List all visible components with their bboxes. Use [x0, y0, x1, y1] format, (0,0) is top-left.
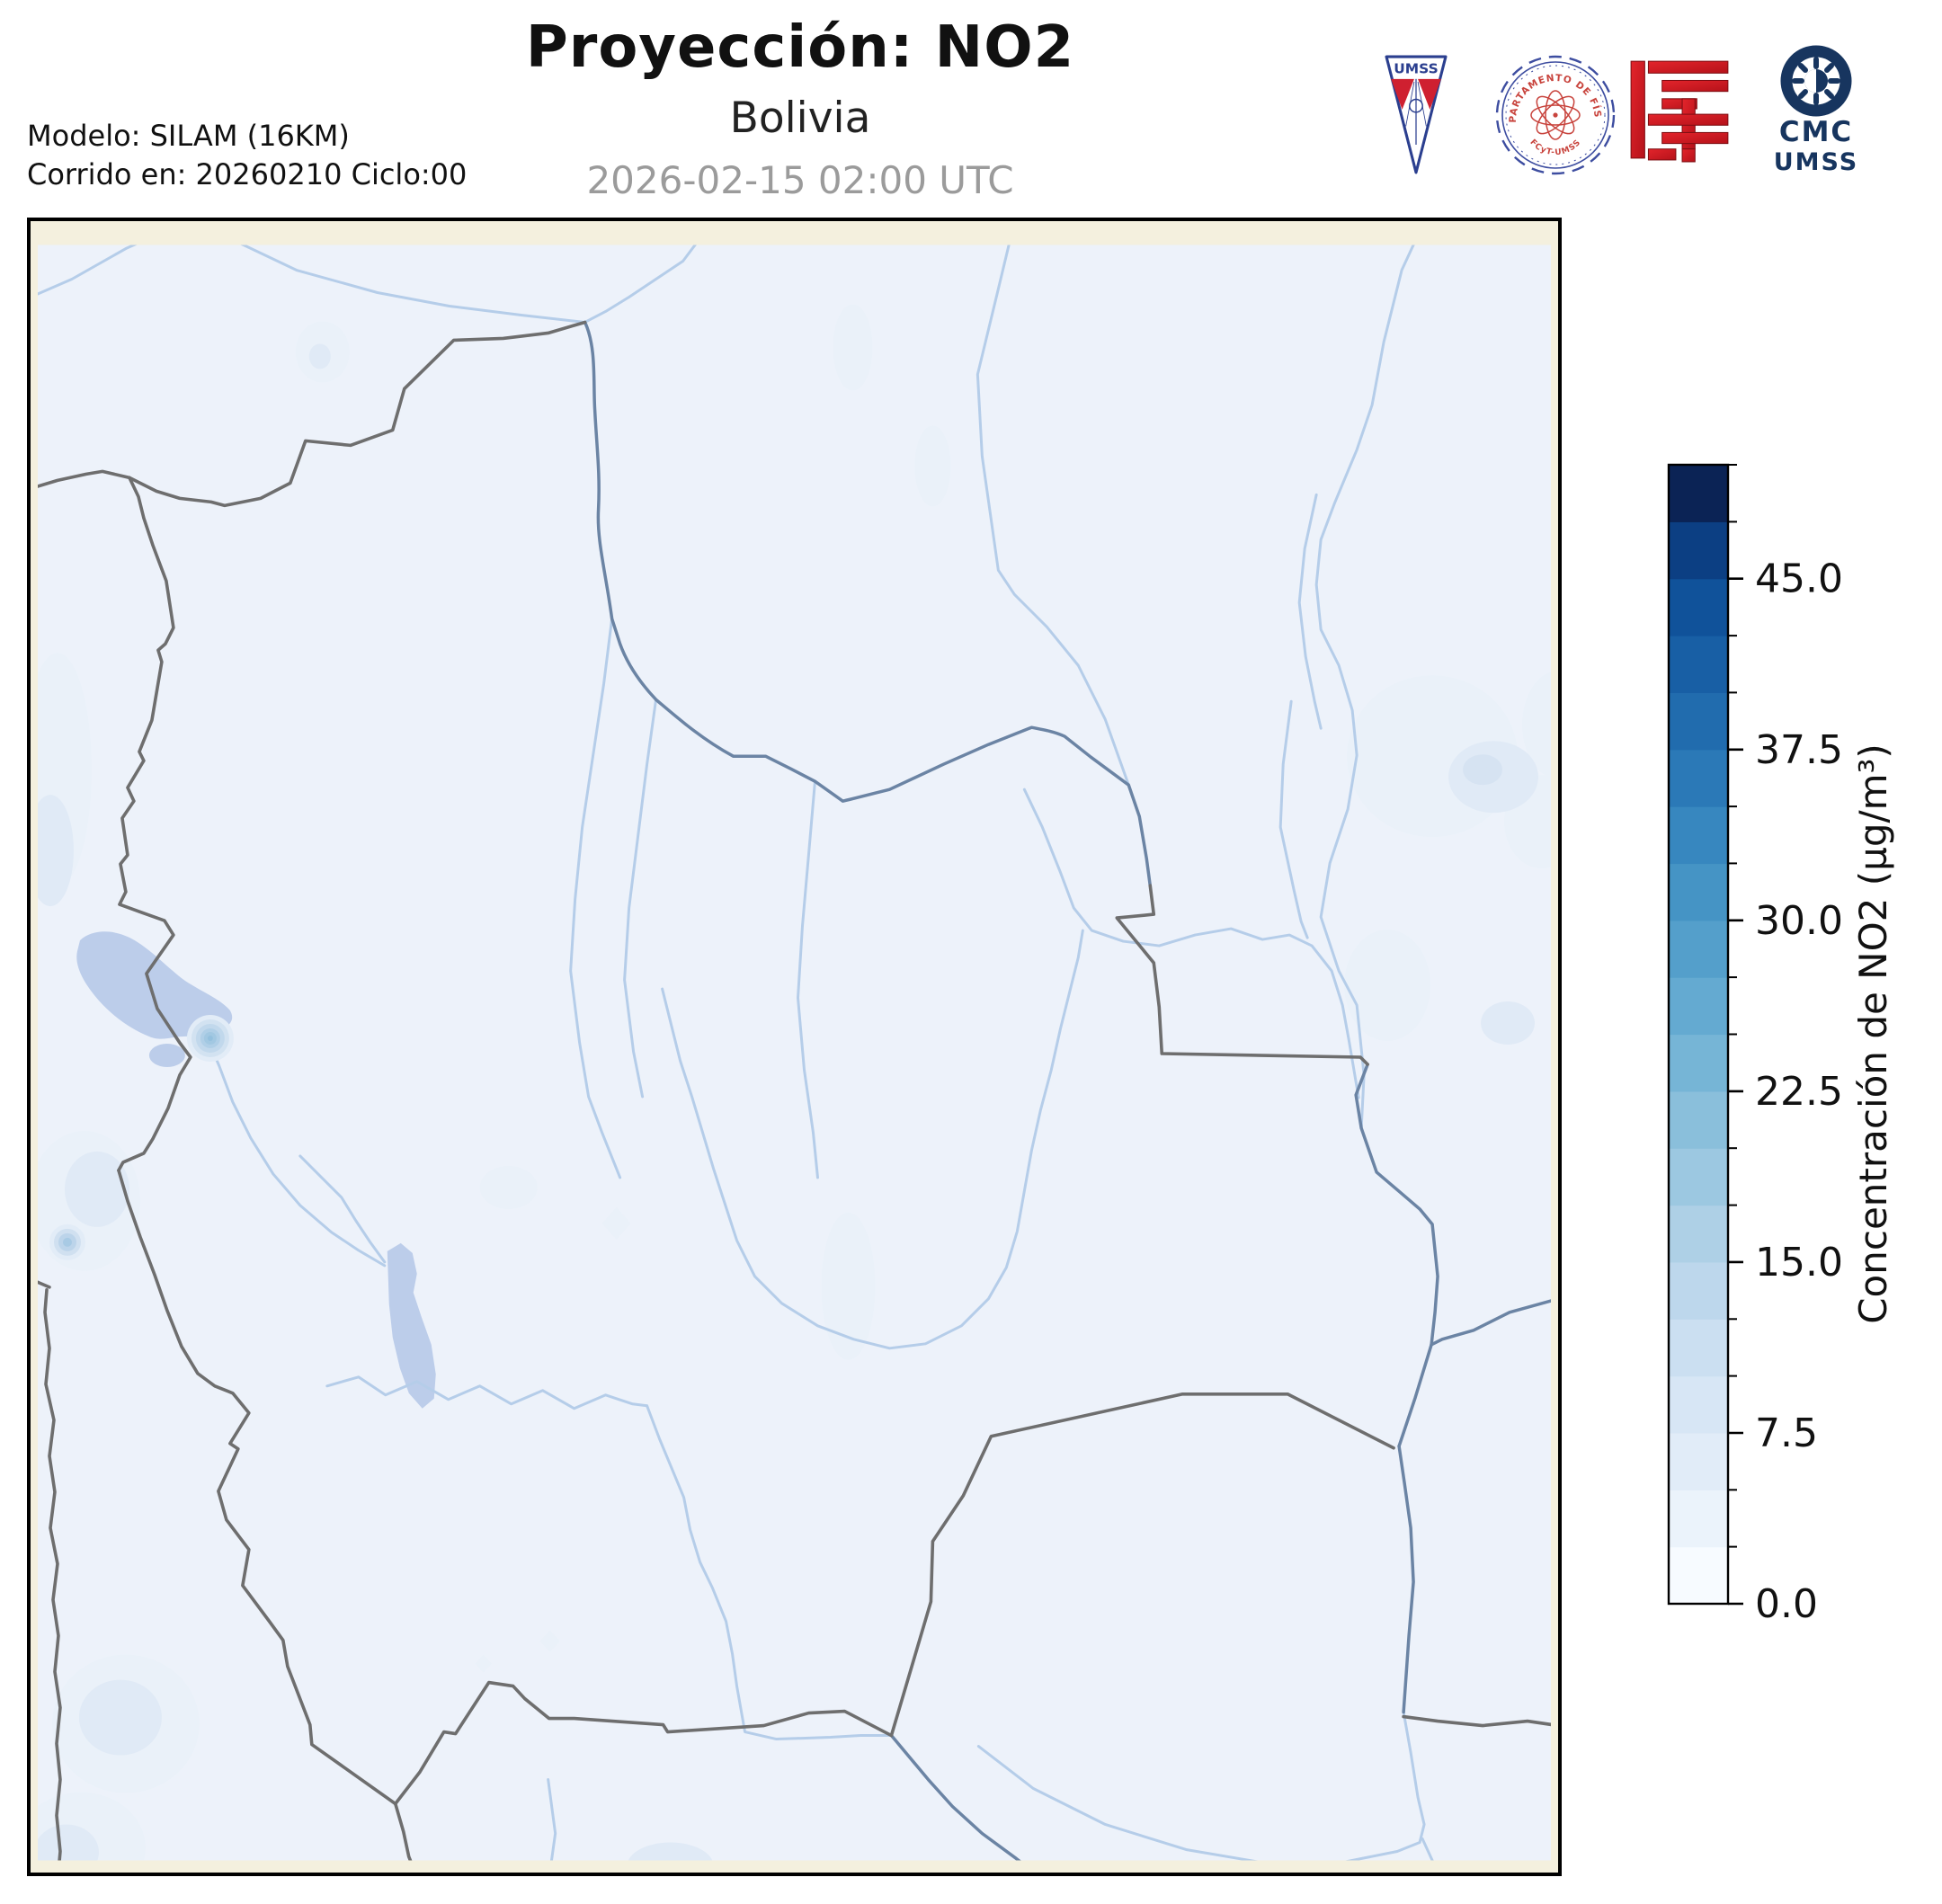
- shield-red-right-icon: [1418, 78, 1441, 110]
- forecast-datetime: 2026-02-15 02:00 UTC: [586, 158, 1014, 202]
- cmc-umss-text: UMSS: [1774, 148, 1858, 176]
- colorbar: 0.0 7.5 15.0 22.5 30.0 37.5 45.0 Concentración…: [1651, 432, 1942, 1690]
- model-run-line: Corrido en: 20260210 Ciclo:00: [27, 157, 468, 192]
- cmc-gear-icon: [1780, 45, 1852, 117]
- hotspot-la-paz: [186, 1015, 234, 1062]
- colorbar-ticks: [1728, 464, 1743, 1606]
- model-name-line: Modelo: SILAM (16KM): [27, 119, 350, 153]
- seal-scallop-ring-icon: [1495, 55, 1616, 175]
- map-canvas: [27, 218, 1562, 1876]
- colorbar-axis-label: Concentración de NO2 (µg/m³): [1851, 743, 1895, 1324]
- cmc-umss-logo: CMC UMSS: [1774, 45, 1858, 176]
- concentration-patches: [37, 304, 1552, 1861]
- colorbar-svg: 0.0 7.5 15.0 22.5 30.0 37.5 45.0 Concentración…: [1667, 463, 1895, 1627]
- colorbar-tick-label: 15.0: [1755, 1240, 1843, 1286]
- lake-titicaca: [76, 931, 233, 1039]
- model-info: Modelo: SILAM (16KM) Corrido en: 2026021…: [27, 117, 467, 194]
- lake-menor: [148, 1044, 185, 1067]
- red-bars-icon: [1630, 60, 1729, 163]
- cmc-text: CMC: [1779, 116, 1853, 148]
- bolivia-concentration-map: [31, 221, 1558, 1873]
- colorbar-tick-labels: 0.0 7.5 15.0 22.5 30.0 37.5 45.0: [1755, 556, 1843, 1627]
- colorbar-tick-label: 0.0: [1755, 1581, 1818, 1627]
- physics-department-seal: DEPARTAMENTO DE FÍSICA FCyT-UMSS: [1495, 55, 1616, 175]
- river-borders: [583, 320, 1552, 1861]
- umss-shield-logo: UMSS: [1385, 55, 1448, 174]
- colorbar-tick-label: 7.5: [1755, 1410, 1818, 1456]
- hotspot-southwest: [49, 1223, 85, 1260]
- rivers: [37, 245, 1434, 1861]
- seal-orbitals-icon: [1530, 90, 1581, 140]
- page-title: Proyección: NO2: [525, 14, 1075, 81]
- colorbar-segments: [1669, 465, 1728, 1605]
- colorbar-tick-label: 45.0: [1755, 556, 1843, 602]
- colorbar-tick-label: 37.5: [1755, 727, 1843, 773]
- lake-poopo: [387, 1242, 436, 1409]
- page-subtitle: Bolivia: [729, 93, 871, 143]
- country-borders: [37, 320, 1552, 1861]
- shield-red-left-icon: [1391, 78, 1414, 110]
- lakes: [76, 931, 436, 1409]
- colorbar-tick-label: 30.0: [1755, 898, 1843, 944]
- shield-label: UMSS: [1394, 61, 1438, 77]
- colorbar-tick-label: 22.5: [1755, 1069, 1843, 1115]
- map-background: [37, 245, 1552, 1861]
- fcyt-logo: [1630, 60, 1729, 163]
